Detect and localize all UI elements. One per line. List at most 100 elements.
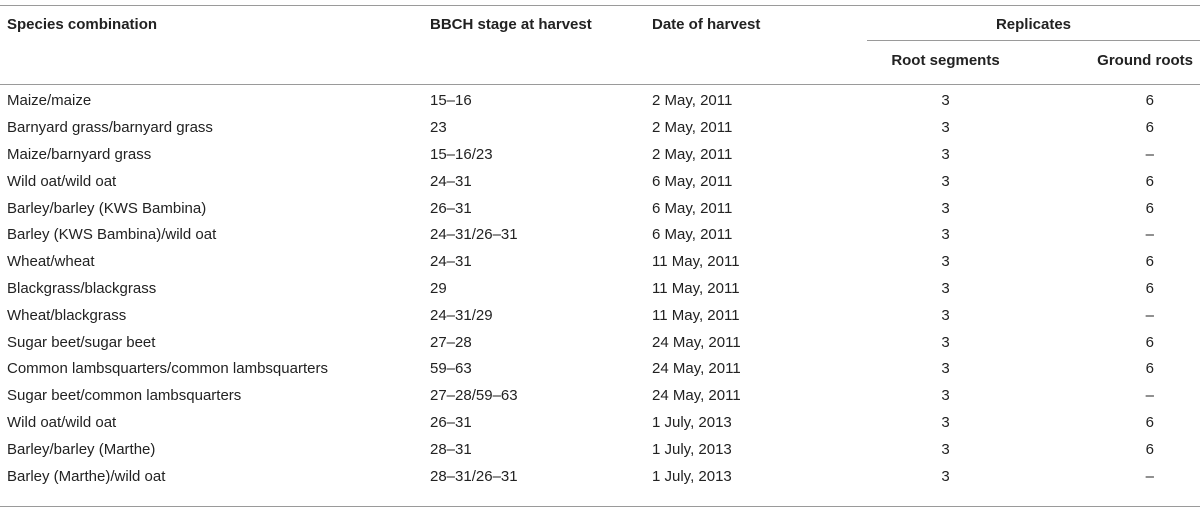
table-row: Wild oat/wild oat 24–31 6 May, 2011 3 6 xyxy=(0,168,1200,195)
cell-ground-roots: – xyxy=(1145,467,1154,485)
cell-ground-roots: 6 xyxy=(1145,360,1154,378)
cell-ground-roots: – xyxy=(1145,306,1154,324)
cell-date: 11 May, 2011 xyxy=(652,253,740,271)
cell-bbch: 27–28/59–63 xyxy=(430,387,518,405)
harvest-table: Species combination BBCH stage at harves… xyxy=(0,6,1200,489)
cell-ground-roots: 6 xyxy=(1145,440,1154,458)
cell-bbch: 23 xyxy=(430,119,447,137)
cell-bbch: 15–16/23 xyxy=(430,145,493,163)
cell-bbch: 27–28 xyxy=(430,333,472,351)
cell-bbch: 29 xyxy=(430,279,447,297)
table-row: Barley/barley (Marthe) 28–31 1 July, 2013 3… xyxy=(0,436,1200,463)
cell-date: 11 May, 2011 xyxy=(652,279,740,297)
cell-root-segments: 3 xyxy=(941,360,950,378)
cell-species: Wheat/wheat xyxy=(7,253,95,271)
cell-species: Wild oat/wild oat xyxy=(7,172,117,190)
cell-ground-roots: 6 xyxy=(1145,172,1154,190)
cell-date: 1 July, 2013 xyxy=(652,413,732,431)
cell-species: Sugar beet/sugar beet xyxy=(7,333,156,351)
cell-date: 1 July, 2013 xyxy=(652,440,732,458)
cell-species: Barley (Marthe)/wild oat xyxy=(7,467,166,485)
table-row: Common lambsquarters/common lambsquarter… xyxy=(0,355,1200,382)
cell-root-segments: 3 xyxy=(941,199,950,217)
cell-ground-roots: – xyxy=(1145,226,1154,244)
cell-ground-roots: 6 xyxy=(1145,92,1154,110)
table-row: Blackgrass/blackgrass 29 11 May, 2011 3 6 xyxy=(0,275,1200,302)
cell-date: 6 May, 2011 xyxy=(652,172,733,190)
cell-species: Maize/maize xyxy=(7,92,92,110)
cell-species: Barley/barley (KWS Bambina) xyxy=(7,199,207,217)
cell-ground-roots: 6 xyxy=(1145,119,1154,137)
cell-date: 2 May, 2011 xyxy=(652,145,733,163)
cell-root-segments: 3 xyxy=(941,226,950,244)
cell-bbch: 26–31 xyxy=(430,413,472,431)
cell-root-segments: 3 xyxy=(941,413,950,431)
cell-root-segments: 3 xyxy=(941,145,950,163)
header-row-1: Species combination BBCH stage at harves… xyxy=(0,6,1200,41)
cell-species: Wheat/blackgrass xyxy=(7,306,127,324)
cell-ground-roots: 6 xyxy=(1145,279,1154,297)
cell-root-segments: 3 xyxy=(941,306,950,324)
cell-root-segments: 3 xyxy=(941,92,950,110)
cell-ground-roots: 6 xyxy=(1145,413,1154,431)
cell-date: 1 July, 2013 xyxy=(652,467,732,485)
header-species: Species combination xyxy=(7,16,158,33)
table-row: Sugar beet/sugar beet 27–28 24 May, 2011 3 6 xyxy=(0,329,1200,356)
cell-species: Barley (KWS Bambina)/wild oat xyxy=(7,226,217,244)
table-row: Wild oat/wild oat 26–31 1 July, 2013 3 6 xyxy=(0,409,1200,436)
table-row: Wheat/blackgrass 24–31/29 11 May, 2011 3 – xyxy=(0,302,1200,329)
cell-root-segments: 3 xyxy=(941,387,950,405)
cell-root-segments: 3 xyxy=(941,279,950,297)
cell-date: 11 May, 2011 xyxy=(652,306,740,324)
cell-date: 6 May, 2011 xyxy=(652,226,733,244)
header-ground-roots: Ground roots xyxy=(1097,51,1193,69)
cell-species: Blackgrass/blackgrass xyxy=(7,279,157,297)
cell-ground-roots: 6 xyxy=(1145,333,1154,351)
table-row: Wheat/wheat 24–31 11 May, 2011 3 6 xyxy=(0,248,1200,275)
cell-date: 2 May, 2011 xyxy=(652,119,733,137)
cell-date: 24 May, 2011 xyxy=(652,360,741,378)
cell-bbch: 26–31 xyxy=(430,199,472,217)
table-row: Barley/barley (KWS Bambina) 26–31 6 May, 2… xyxy=(0,195,1200,222)
cell-bbch: 24–31 xyxy=(430,253,472,271)
cell-species: Sugar beet/common lambsquarters xyxy=(7,387,242,405)
table-row: Sugar beet/common lambsquarters 27–28/59–… xyxy=(0,382,1200,409)
cell-ground-roots: 6 xyxy=(1145,253,1154,271)
cell-ground-roots: – xyxy=(1145,387,1154,405)
cell-ground-roots: 6 xyxy=(1145,199,1154,217)
cell-species: Maize/barnyard grass xyxy=(7,145,152,163)
cell-date: 24 May, 2011 xyxy=(652,387,741,405)
cell-species: Barnyard grass/barnyard grass xyxy=(7,119,213,137)
cell-species: Wild oat/wild oat xyxy=(7,413,117,431)
table-top-rule xyxy=(0,5,1200,6)
cell-root-segments: 3 xyxy=(941,253,950,271)
cell-root-segments: 3 xyxy=(941,172,950,190)
cell-bbch: 59–63 xyxy=(430,360,472,378)
header-date: Date of harvest xyxy=(652,16,761,33)
header-replicates: Replicates xyxy=(867,6,1200,41)
cell-species: Common lambsquarters/common lambsquarter… xyxy=(7,360,328,378)
cell-root-segments: 3 xyxy=(941,119,950,137)
table-row: Barley (Marthe)/wild oat 28–31/26–31 1 Jul… xyxy=(0,463,1200,490)
cell-bbch: 15–16 xyxy=(430,92,472,110)
cell-bbch: 28–31 xyxy=(430,440,472,458)
table-row: Barley (KWS Bambina)/wild oat 24–31/26–31… xyxy=(0,221,1200,248)
table-row: Maize/maize 15–16 2 May, 2011 3 6 xyxy=(0,84,1200,114)
cell-bbch: 24–31 xyxy=(430,172,472,190)
cell-date: 2 May, 2011 xyxy=(652,92,733,110)
cell-bbch: 28–31/26–31 xyxy=(430,467,518,485)
table-row: Barnyard grass/barnyard grass 23 2 May, 20… xyxy=(0,114,1200,141)
cell-date: 6 May, 2011 xyxy=(652,199,733,217)
cell-bbch: 24–31/29 xyxy=(430,306,493,324)
cell-ground-roots: – xyxy=(1145,145,1154,163)
cell-root-segments: 3 xyxy=(941,440,950,458)
table-header: Species combination BBCH stage at harves… xyxy=(0,6,1200,84)
table-bottom-rule xyxy=(0,506,1200,507)
cell-date: 24 May, 2011 xyxy=(652,333,741,351)
header-bbch: BBCH stage at harvest xyxy=(430,16,592,33)
cell-root-segments: 3 xyxy=(941,333,950,351)
cell-root-segments: 3 xyxy=(941,467,950,485)
cell-bbch: 24–31/26–31 xyxy=(430,226,518,244)
header-root-segments: Root segments xyxy=(891,51,1000,69)
